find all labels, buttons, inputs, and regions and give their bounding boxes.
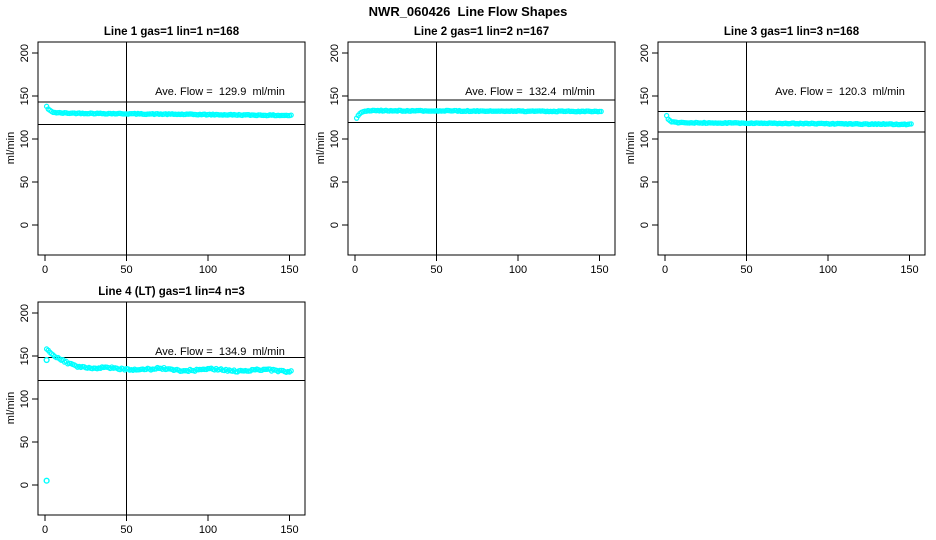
y-tick-label: 100 <box>329 130 341 148</box>
panel-3-title: Line 3 gas=1 lin=3 n=168 <box>723 26 860 38</box>
y-tick-label: 200 <box>19 304 31 322</box>
plot-border <box>37 301 306 516</box>
panel-1-y-axis-label: ml/min <box>5 131 17 165</box>
x-tick-label: 0 <box>662 264 668 276</box>
x-tick-label: 150 <box>590 264 608 276</box>
data-point <box>598 108 604 115</box>
y-tick-label: 50 <box>639 176 651 188</box>
x-tick-label: 150 <box>900 264 918 276</box>
y-tick-label: 150 <box>639 87 651 105</box>
x-tick-label: 100 <box>509 264 527 276</box>
panel-4-ave-flow-label: Ave. Flow = 134.9 ml/min <box>155 346 285 358</box>
y-tick-label: 0 <box>639 222 651 228</box>
x-tick-label: 100 <box>199 524 217 536</box>
y-tick-label: 100 <box>639 130 651 148</box>
panel-2-ave-flow-label: Ave. Flow = 132.4 ml/min <box>465 86 595 98</box>
y-tick-label: 50 <box>19 176 31 188</box>
plot-border <box>37 41 306 256</box>
plot-border <box>347 41 616 256</box>
x-tick-label: 100 <box>199 264 217 276</box>
outlier-point <box>43 356 50 364</box>
figure-title: NWR_060426 Line Flow Shapes <box>368 4 568 19</box>
plot-border <box>657 41 926 256</box>
y-tick-label: 100 <box>19 390 31 408</box>
panel-1-ave-flow-label: Ave. Flow = 129.9 ml/min <box>155 86 285 98</box>
x-tick-label: 0 <box>42 524 48 536</box>
y-tick-label: 150 <box>19 87 31 105</box>
x-tick-label: 50 <box>740 264 752 276</box>
x-tick-label: 150 <box>280 524 298 536</box>
x-tick-label: 0 <box>352 264 358 276</box>
x-tick-label: 0 <box>42 264 48 276</box>
panel-3-ave-flow-label: Ave. Flow = 120.3 ml/min <box>775 86 905 98</box>
x-tick-label: 50 <box>120 524 132 536</box>
panel-3-y-axis-label: ml/min <box>625 131 637 165</box>
panel-4-y-axis-label: ml/min <box>5 391 17 425</box>
y-tick-label: 200 <box>639 44 651 62</box>
x-tick-label: 100 <box>819 264 837 276</box>
data-point <box>288 368 294 374</box>
y-tick-label: 0 <box>329 222 341 228</box>
data-point <box>288 112 294 118</box>
panel-2-y-axis-label: ml/min <box>315 131 327 165</box>
y-tick-label: 100 <box>19 130 31 148</box>
y-tick-label: 200 <box>19 44 31 62</box>
y-tick-label: 150 <box>329 87 341 105</box>
x-tick-label: 50 <box>430 264 442 276</box>
y-tick-label: 200 <box>329 44 341 62</box>
x-tick-label: 50 <box>120 264 132 276</box>
y-tick-label: 50 <box>329 176 341 188</box>
y-tick-label: 0 <box>19 482 31 488</box>
panel-1-title: Line 1 gas=1 lin=1 n=168 <box>103 26 240 38</box>
x-tick-label: 150 <box>280 264 298 276</box>
outlier-point <box>43 477 50 484</box>
data-point <box>908 121 914 127</box>
y-tick-label: 0 <box>19 222 31 228</box>
y-tick-label: 50 <box>19 436 31 448</box>
panel-2-title: Line 2 gas=1 lin=2 n=167 <box>413 26 550 38</box>
y-tick-label: 150 <box>19 347 31 365</box>
panel-4-title: Line 4 (LT) gas=1 lin=4 n=3 <box>98 286 245 298</box>
